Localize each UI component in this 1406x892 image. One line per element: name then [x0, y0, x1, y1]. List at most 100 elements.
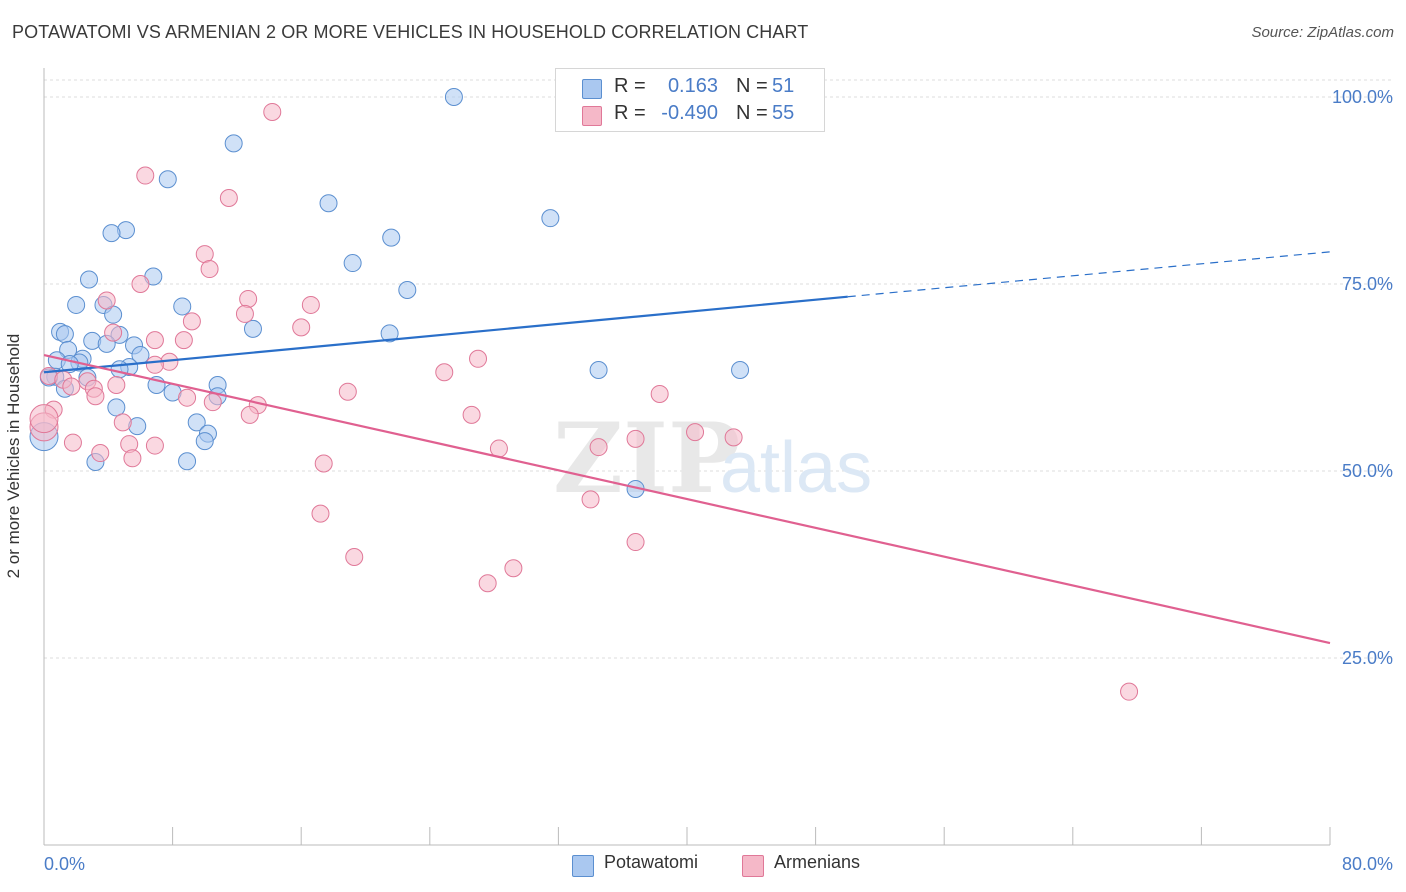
data-point-potawatomi: [731, 361, 750, 380]
data-point-potawatomi: [107, 398, 126, 417]
y-axis-label: 2 or more Vehicles in Household: [4, 333, 23, 579]
data-point-armenians: [239, 289, 258, 308]
r-label: R =: [614, 75, 646, 97]
source-credit: Source: ZipAtlas.com: [1251, 24, 1394, 41]
data-points: [29, 88, 1139, 701]
data-point-armenians: [626, 429, 645, 448]
data-point-armenians: [263, 102, 282, 121]
potawatomi-swatch: [582, 79, 602, 99]
data-point-armenians: [345, 548, 364, 567]
data-point-potawatomi: [83, 331, 102, 350]
y-tick-label: 100.0%: [1332, 87, 1393, 107]
r-label: R =: [614, 102, 646, 124]
data-point-armenians: [62, 377, 81, 396]
data-point-potawatomi: [195, 432, 214, 451]
stats-row-potawatomi: R = 0.163 N = 51: [556, 75, 824, 101]
data-point-potawatomi: [102, 224, 121, 243]
data-point-armenians: [686, 423, 705, 442]
data-point-potawatomi: [110, 360, 129, 379]
legend-label: Potawatomi: [604, 852, 699, 872]
data-point-potawatomi: [589, 361, 608, 380]
x-tick-label-min: 0.0%: [44, 854, 85, 874]
data-point-armenians: [136, 166, 155, 185]
n-label: N =: [736, 102, 768, 124]
data-point-armenians: [113, 413, 132, 432]
watermark: ZIP atlas: [553, 402, 872, 515]
data-point-armenians: [145, 355, 164, 374]
data-point-armenians: [123, 449, 142, 468]
y-tick-label: 75.0%: [1342, 274, 1393, 294]
data-point-potawatomi: [158, 170, 177, 189]
data-point-armenians: [462, 405, 481, 424]
data-point-armenians: [469, 349, 488, 368]
trend-line-armenians: [43, 353, 1331, 645]
r-value: 0.163: [667, 75, 718, 97]
data-point-armenians: [145, 436, 164, 455]
armenians-swatch: [582, 106, 602, 126]
data-point-potawatomi: [343, 254, 362, 273]
data-point-armenians: [29, 404, 59, 434]
data-point-armenians: [145, 331, 164, 350]
data-point-armenians: [104, 323, 123, 342]
data-point-armenians: [301, 295, 320, 314]
trend-lines: [43, 251, 1331, 645]
data-point-potawatomi: [224, 134, 243, 153]
data-point-armenians: [626, 533, 645, 552]
data-point-armenians: [86, 387, 105, 406]
data-point-armenians: [240, 405, 259, 424]
data-point-armenians: [311, 504, 330, 523]
data-point-armenians: [178, 388, 197, 407]
data-point-armenians: [195, 245, 214, 264]
trend-extension-potawatomi: [847, 251, 1331, 298]
stats-row-armenians: R = -0.490 N = 55: [556, 102, 824, 128]
data-point-potawatomi: [80, 270, 99, 289]
data-point-armenians: [650, 384, 669, 403]
n-value: 55: [772, 102, 795, 124]
data-point-armenians: [182, 312, 201, 331]
trend-line-potawatomi: [43, 295, 848, 374]
data-point-potawatomi: [541, 209, 560, 228]
y-tick-label: 50.0%: [1342, 461, 1393, 481]
y-tick-label: 25.0%: [1342, 648, 1393, 668]
data-point-potawatomi: [187, 413, 206, 432]
chart-title: POTAWATOMI VS ARMENIAN 2 OR MORE VEHICLE…: [12, 22, 809, 42]
data-point-armenians: [435, 363, 454, 382]
data-point-armenians: [97, 291, 116, 310]
tick-labels: 100.0% 75.0% 50.0% 25.0% 0.0% 80.0%: [44, 87, 1393, 874]
data-point-armenians: [478, 574, 497, 593]
watermark-zip: ZIP: [553, 402, 740, 515]
data-point-armenians: [203, 393, 222, 412]
data-point-potawatomi: [116, 221, 135, 240]
data-point-armenians: [589, 438, 608, 457]
data-point-armenians: [504, 559, 523, 578]
data-point-potawatomi: [319, 194, 338, 213]
data-point-armenians: [314, 454, 333, 473]
data-point-armenians: [174, 331, 193, 350]
data-point-armenians: [63, 433, 82, 452]
data-point-armenians: [338, 382, 357, 401]
r-value: -0.490: [661, 102, 718, 124]
data-point-armenians: [292, 318, 311, 337]
data-point-potawatomi: [178, 452, 197, 471]
grid-lines: [44, 79, 1392, 659]
data-point-armenians: [131, 275, 150, 293]
data-point-armenians: [1120, 682, 1139, 701]
data-point-potawatomi: [55, 325, 74, 344]
data-point-potawatomi: [380, 324, 399, 343]
n-value: 51: [772, 75, 795, 97]
data-point-potawatomi: [67, 295, 86, 314]
data-point-armenians: [219, 188, 238, 207]
data-point-potawatomi: [173, 297, 192, 316]
data-point-armenians: [200, 260, 219, 279]
axes: [43, 68, 1331, 846]
data-point-armenians: [91, 444, 110, 463]
stats-legend: R = 0.163 N = 51 R = -0.490 N = 55: [555, 68, 825, 132]
data-point-potawatomi: [382, 228, 401, 247]
data-point-armenians: [581, 490, 600, 509]
data-point-armenians: [107, 375, 126, 394]
legend-label: Armenians: [774, 852, 861, 872]
data-point-potawatomi: [243, 319, 262, 338]
potawatomi-legend-swatch: [572, 855, 594, 877]
data-point-potawatomi: [444, 88, 463, 106]
